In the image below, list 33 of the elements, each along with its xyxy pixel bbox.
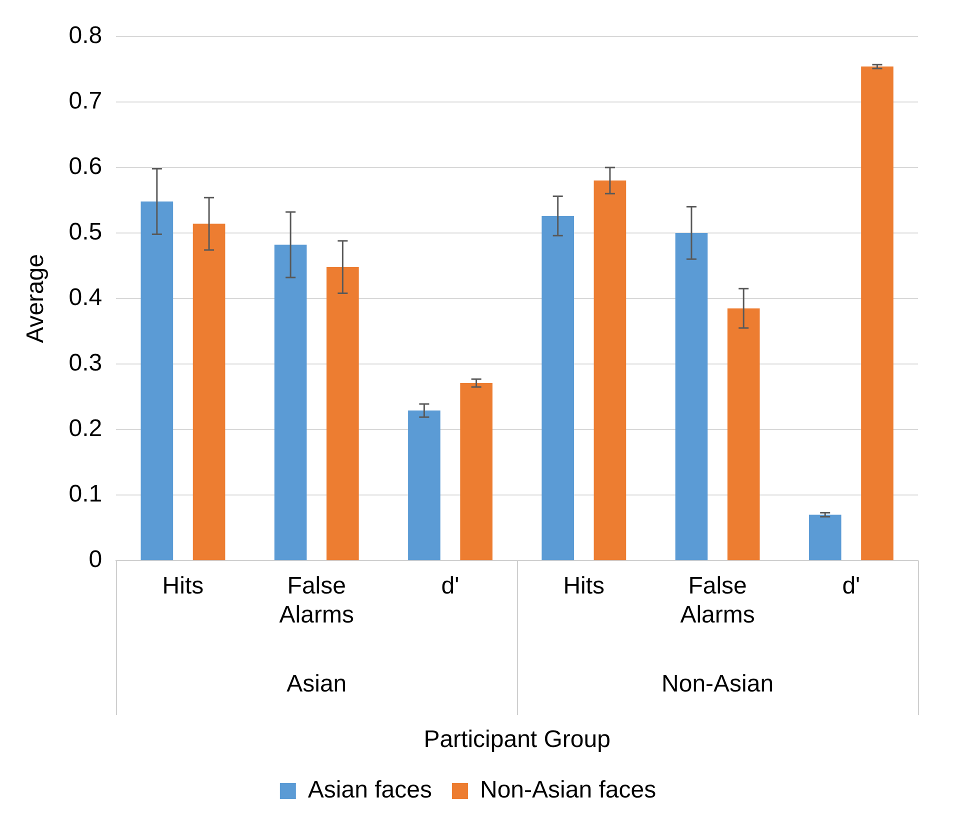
x-tick-label: d': [842, 572, 860, 600]
y-tick-label: 0.4: [68, 284, 102, 312]
y-tick-label: 0.5: [68, 218, 102, 246]
text: Asian: [286, 670, 347, 698]
y-axis-title: Average: [22, 254, 50, 343]
y-tick-label: 0.1: [68, 480, 102, 508]
bar: [675, 232, 708, 560]
y-tick-label: 0.2: [68, 415, 102, 442]
bar: [542, 216, 574, 560]
y-tick-label: 0.7: [68, 88, 102, 115]
bar: [192, 224, 226, 560]
bar: [594, 180, 626, 560]
y-tick-label: 0.3: [68, 350, 102, 377]
x-tick-label: False Alarms: [680, 572, 755, 628]
y-tick-label: 0: [88, 546, 102, 574]
bar: [727, 308, 760, 560]
bar: [808, 514, 842, 560]
y-tick-label: 0.8: [68, 22, 102, 50]
bar: [460, 383, 492, 560]
y-tick-label: 0.6: [68, 153, 102, 180]
x-tick-label: Hits: [563, 572, 605, 600]
bar: [326, 267, 359, 560]
bar: [861, 66, 894, 560]
x-axis-title: Participant Group: [424, 726, 610, 754]
x-tick-label: d': [441, 572, 460, 600]
bar: [140, 202, 174, 560]
x-tick-label: False Alarms: [279, 572, 354, 628]
legend-label: Non-Asian faces: [480, 776, 656, 804]
bar: [408, 410, 440, 560]
legend-label: Asian faces: [308, 776, 432, 804]
x-tick-label: Hits: [162, 572, 204, 600]
text: Non-Asian: [662, 670, 774, 698]
bar: [274, 244, 307, 560]
